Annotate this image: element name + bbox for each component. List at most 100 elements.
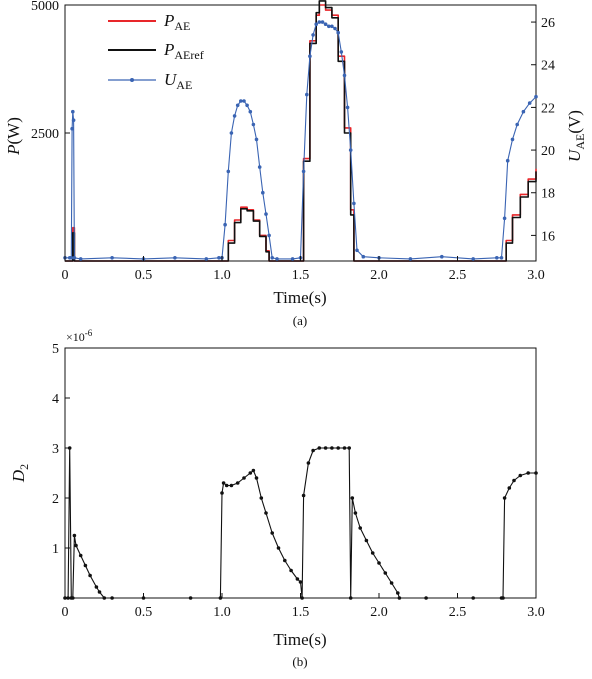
data-point — [270, 255, 275, 260]
y2-tick-label: 16 — [541, 229, 555, 244]
data-point — [311, 33, 315, 37]
data-point — [301, 169, 306, 174]
data-point — [320, 20, 325, 24]
x-tick-label: 2.0 — [370, 268, 388, 283]
data-point — [224, 483, 229, 488]
x-tick-label: 0.5 — [135, 268, 153, 283]
data-point — [345, 105, 350, 110]
data-point — [507, 486, 512, 490]
data-point — [229, 483, 234, 488]
chart-b-caption: (b) — [292, 654, 307, 669]
chart-a-x-axis: 0 0.5 1.0 1.5 2.0 2.5 3.0 — [62, 256, 545, 283]
data-point — [276, 546, 281, 550]
data-point — [264, 212, 268, 216]
legend-label-u-ae: UAE — [164, 70, 192, 92]
data-point — [505, 158, 510, 163]
data-point — [389, 581, 394, 585]
chart-b-plot-frame — [64, 347, 537, 599]
data-point — [173, 255, 177, 260]
data-point — [264, 511, 268, 515]
data-point — [301, 493, 306, 498]
data-point — [336, 30, 341, 35]
y-tick-label: 2500 — [31, 127, 59, 142]
data-point — [308, 54, 312, 58]
chart-b-y-axis: 1 2 3 4 5 — [52, 342, 70, 557]
data-point — [348, 596, 353, 600]
data-point — [317, 446, 322, 450]
data-point — [353, 511, 358, 515]
data-point — [72, 533, 77, 538]
chart-a-y2label-sub: AE — [573, 134, 587, 150]
chart-a-y2label-main: U — [565, 148, 584, 162]
data-point — [502, 496, 507, 500]
x-tick-label: 3.0 — [527, 605, 545, 620]
data-point — [502, 216, 507, 221]
chart-a-y2-axis: 16 18 20 22 24 26 — [531, 16, 555, 244]
data-point — [261, 190, 265, 195]
x-tick-label: 2.5 — [449, 268, 467, 283]
data-point — [242, 99, 246, 103]
data-point — [510, 137, 515, 142]
y-tick-label: 4 — [52, 392, 59, 407]
chart-b-x-axis: 0 0.5 1.0 1.5 2.0 2.5 3.0 — [62, 593, 545, 620]
x-tick-label: 0.5 — [135, 605, 153, 620]
data-point — [408, 257, 413, 261]
data-point — [242, 476, 246, 480]
y2-tick-label: 24 — [541, 59, 555, 74]
data-point — [78, 257, 83, 261]
y-tick-label: 5 — [52, 342, 59, 357]
data-point — [229, 131, 234, 135]
data-point — [358, 526, 363, 530]
data-point — [499, 255, 504, 260]
data-point — [314, 22, 319, 27]
x-tick-label: 2.0 — [370, 605, 388, 620]
data-point — [217, 255, 221, 260]
chart-a-ylabel-main: P — [4, 144, 23, 155]
data-point — [383, 571, 388, 575]
data-point — [330, 446, 334, 450]
data-point — [311, 448, 315, 453]
x-tick-label: 1.5 — [292, 268, 310, 283]
data-point — [300, 596, 304, 600]
y-tick-label: 5000 — [31, 0, 59, 14]
chart-b-exponent-label: ×10-6 — [66, 328, 93, 344]
data-point — [239, 99, 243, 103]
data-point — [518, 473, 523, 478]
data-point — [471, 257, 476, 261]
x-tick-label: 0 — [62, 605, 69, 620]
data-point — [83, 563, 88, 568]
data-point — [251, 122, 256, 127]
y-tick-label: 2 — [52, 492, 59, 507]
data-point — [330, 24, 334, 29]
data-point — [289, 568, 293, 573]
data-point — [377, 561, 381, 565]
data-point — [327, 24, 331, 29]
legend-label-p-aeref: PAEref — [163, 40, 204, 62]
data-point — [74, 543, 78, 548]
data-point — [290, 257, 295, 261]
data-point — [333, 26, 337, 31]
chart-a-y-axis-label: P(W) — [4, 117, 23, 156]
chart-a-y2-axis-label: UAE(V) — [565, 110, 587, 162]
svg-text:P(W): P(W) — [4, 117, 23, 156]
data-point — [501, 596, 505, 600]
data-point — [72, 255, 77, 260]
data-point — [254, 476, 259, 480]
data-point — [110, 255, 114, 260]
data-point — [323, 446, 328, 450]
y2-tick-label: 26 — [541, 16, 555, 31]
data-point — [440, 254, 444, 259]
data-point — [352, 201, 356, 206]
x-tick-label: 0 — [62, 268, 69, 283]
data-point — [204, 257, 209, 261]
chart-a-y-axis: 2500 5000 — [31, 0, 70, 142]
data-point — [521, 109, 526, 114]
data-point — [336, 446, 341, 450]
data-point — [254, 137, 259, 142]
data-point — [298, 580, 303, 584]
data-point — [235, 481, 240, 485]
data-point — [267, 233, 271, 238]
data-point — [396, 591, 400, 595]
x-tick-label: 1.0 — [213, 605, 231, 620]
